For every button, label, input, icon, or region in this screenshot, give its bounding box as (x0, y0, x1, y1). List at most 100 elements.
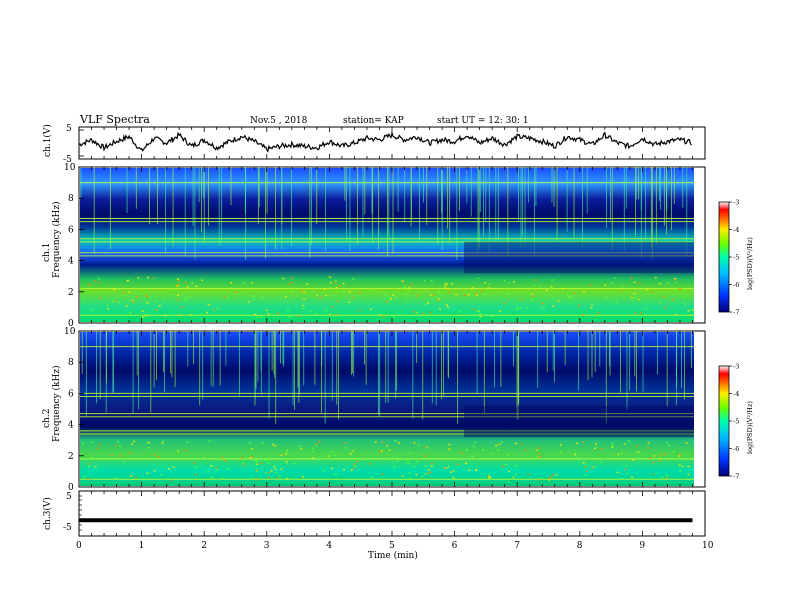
noise-speck (515, 442, 518, 445)
noise-speck (570, 296, 573, 298)
noise-speck (582, 461, 585, 464)
noise-speck (254, 313, 257, 316)
noise-speck (456, 463, 459, 466)
noise-speck (170, 479, 173, 482)
noise-speck (681, 465, 684, 468)
noise-speck (427, 469, 430, 471)
noise-speck (674, 278, 677, 281)
noise-speck (129, 311, 132, 314)
noise-speck (685, 442, 688, 444)
noise-speck (634, 297, 637, 299)
noise-speck (538, 456, 541, 458)
noise-speck (478, 313, 481, 315)
noise-speck (172, 289, 175, 291)
noise-speck (211, 476, 214, 479)
noise-speck (401, 475, 404, 477)
noise-speck (559, 450, 562, 453)
colorbar-2-label: log(PSD)(V²/Hz) (746, 401, 754, 454)
noise-speck (577, 304, 580, 307)
noise-speck (486, 290, 489, 292)
ch2-spectrogram-texture (80, 331, 694, 483)
noise-speck (559, 444, 562, 446)
frequency-tick-label: 2 (68, 288, 74, 298)
noise-speck (208, 440, 211, 442)
noise-speck (396, 459, 399, 462)
noise-speck (504, 463, 507, 466)
noise-speck (538, 452, 541, 455)
ch1-spectrogram-texture (80, 167, 695, 319)
noise-speck (354, 465, 357, 467)
noise-speck (190, 314, 193, 316)
noise-speck (282, 277, 285, 280)
noise-speck (252, 295, 255, 298)
noise-speck (155, 309, 158, 311)
noise-speck (328, 276, 331, 279)
noise-speck (647, 447, 650, 449)
noise-speck (164, 314, 167, 317)
noise-speck (519, 307, 522, 309)
noise-speck (87, 465, 90, 468)
noise-speck (664, 453, 667, 455)
ch3-wave-ylabel: ch.3(V) (42, 497, 53, 530)
x-tick-label: 10 (702, 541, 714, 551)
noise-speck (445, 283, 448, 285)
noise-speck (552, 305, 555, 307)
ch1-waveform-line (78, 130, 692, 153)
ch2-spec-ylabel-channel: ch.2 (42, 409, 52, 428)
noise-speck (319, 296, 322, 299)
noise-speck (620, 452, 623, 454)
noise-speck (311, 457, 314, 459)
noise-speck (223, 296, 226, 299)
noise-speck (659, 453, 662, 456)
noise-speck (242, 464, 245, 467)
noise-speck (452, 470, 455, 472)
noise-speck (674, 278, 677, 280)
noise-speck (386, 444, 389, 447)
frequency-tick-label: 4 (68, 421, 74, 431)
noise-speck (358, 309, 361, 312)
noise-speck (625, 465, 628, 467)
noise-speck (176, 285, 179, 287)
noise-speck (172, 466, 175, 468)
ch3-waveform-frame (78, 490, 706, 537)
noise-speck (524, 449, 527, 451)
noise-speck (653, 455, 656, 457)
noise-speck (557, 299, 560, 302)
noise-speck (401, 280, 404, 282)
noise-speck (309, 310, 312, 313)
noise-speck (460, 451, 463, 454)
noise-speck (627, 440, 630, 442)
noise-speck (582, 313, 585, 316)
noise-speck (274, 471, 277, 474)
start-time-label: start UT = 12: 30: 1 (437, 116, 529, 126)
noise-speck (323, 470, 326, 472)
noise-speck (527, 473, 530, 475)
noise-speck (351, 297, 354, 299)
noise-speck (146, 276, 149, 279)
noise-speck (268, 471, 271, 474)
noise-speck (94, 466, 97, 468)
noise-speck (508, 470, 511, 473)
noise-speck (158, 305, 161, 307)
noise-speck (689, 314, 692, 316)
noise-speck (437, 292, 440, 294)
noise-speck (203, 456, 206, 459)
noise-speck (638, 298, 641, 301)
frequency-tick-label: 6 (68, 225, 74, 235)
noise-speck (136, 295, 139, 298)
noise-speck (393, 465, 396, 468)
noise-speck (595, 443, 598, 445)
noise-speck (512, 476, 515, 478)
noise-speck (300, 448, 303, 450)
noise-speck (290, 277, 293, 279)
noise-speck (535, 449, 538, 451)
noise-speck (284, 453, 287, 455)
colorbar-tick-label: -4 (733, 390, 739, 398)
noise-speck (395, 296, 398, 298)
noise-speck (153, 470, 156, 472)
noise-speck (534, 279, 537, 281)
x-tick-label: 0 (76, 541, 82, 551)
noise-speck (324, 294, 327, 297)
noise-speck (119, 445, 122, 447)
